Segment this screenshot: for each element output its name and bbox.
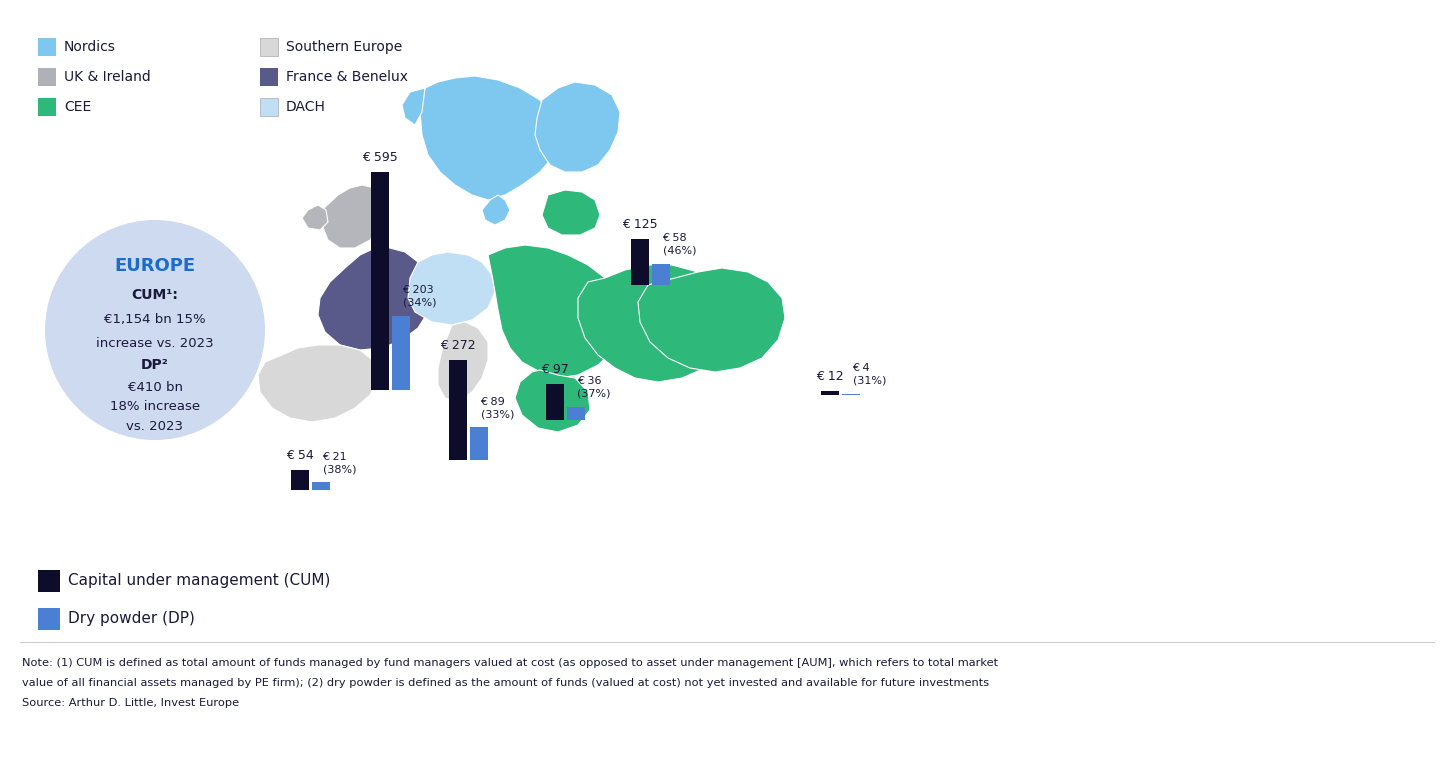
Text: DP²: DP²	[141, 358, 169, 372]
Circle shape	[45, 220, 265, 440]
Polygon shape	[257, 345, 378, 422]
Bar	[260, 98, 278, 116]
Bar	[38, 38, 57, 56]
Text: € 89
(33%): € 89 (33%)	[480, 397, 513, 419]
Bar	[371, 172, 388, 390]
Polygon shape	[638, 268, 785, 372]
Polygon shape	[489, 245, 625, 378]
Bar	[38, 608, 60, 630]
Text: Dry powder (DP): Dry powder (DP)	[68, 611, 195, 626]
Bar	[631, 239, 648, 285]
Bar	[291, 470, 308, 490]
Polygon shape	[401, 88, 425, 125]
Text: Note: (1) CUM is defined as total amount of funds managed by fund managers value: Note: (1) CUM is defined as total amount…	[22, 658, 997, 668]
Text: UK & Ireland: UK & Ireland	[64, 70, 151, 84]
Polygon shape	[409, 252, 494, 325]
Polygon shape	[318, 248, 432, 350]
Text: France & Benelux: France & Benelux	[286, 70, 409, 84]
Bar	[38, 68, 57, 86]
Bar	[545, 384, 564, 420]
Text: € 272: € 272	[439, 339, 475, 352]
Bar	[311, 482, 330, 490]
Bar	[842, 393, 859, 395]
Polygon shape	[542, 190, 601, 235]
Bar	[38, 98, 57, 116]
Polygon shape	[302, 205, 329, 230]
Bar	[260, 38, 278, 56]
Text: €410 bn: €410 bn	[128, 380, 183, 393]
Text: € 203
(34%): € 203 (34%)	[403, 285, 436, 308]
Text: value of all financial assets managed by PE firm); (2) dry powder is defined as : value of all financial assets managed by…	[22, 678, 989, 688]
Text: 18% increase: 18% increase	[111, 400, 201, 413]
Text: € 97: € 97	[541, 364, 569, 377]
Text: € 4
(31%): € 4 (31%)	[852, 363, 885, 386]
Text: DACH: DACH	[286, 100, 326, 114]
Text: CUM¹:: CUM¹:	[131, 288, 179, 302]
Text: increase vs. 2023: increase vs. 2023	[96, 337, 214, 350]
Polygon shape	[438, 322, 489, 402]
Text: Capital under management (CUM): Capital under management (CUM)	[68, 574, 330, 588]
Text: CEE: CEE	[64, 100, 92, 114]
Polygon shape	[535, 372, 582, 410]
Text: € 595: € 595	[362, 151, 397, 163]
Text: €1,154 bn 15%: €1,154 bn 15%	[105, 312, 206, 325]
Text: Southern Europe: Southern Europe	[286, 40, 403, 54]
Text: EUROPE: EUROPE	[115, 257, 195, 275]
Text: € 54: € 54	[285, 449, 314, 462]
Polygon shape	[579, 265, 731, 382]
Bar	[38, 570, 60, 592]
Text: Source: Arthur D. Little, Invest Europe: Source: Arthur D. Little, Invest Europe	[22, 698, 238, 708]
Bar	[470, 427, 487, 460]
Bar	[651, 264, 669, 285]
Text: € 125: € 125	[622, 219, 657, 231]
Polygon shape	[321, 185, 385, 248]
Text: € 36
(37%): € 36 (37%)	[577, 377, 611, 399]
Text: Nordics: Nordics	[64, 40, 116, 54]
Polygon shape	[420, 76, 558, 200]
Polygon shape	[535, 82, 619, 172]
Bar	[820, 390, 839, 395]
Bar	[260, 68, 278, 86]
Text: € 12: € 12	[816, 370, 843, 383]
Bar	[567, 406, 585, 420]
Text: vs. 2023: vs. 2023	[126, 420, 183, 433]
Text: € 21
(38%): € 21 (38%)	[323, 452, 356, 474]
Bar	[391, 316, 410, 390]
Polygon shape	[515, 370, 590, 432]
Bar	[448, 361, 467, 460]
Polygon shape	[481, 195, 510, 225]
Text: € 58
(46%): € 58 (46%)	[663, 233, 696, 256]
